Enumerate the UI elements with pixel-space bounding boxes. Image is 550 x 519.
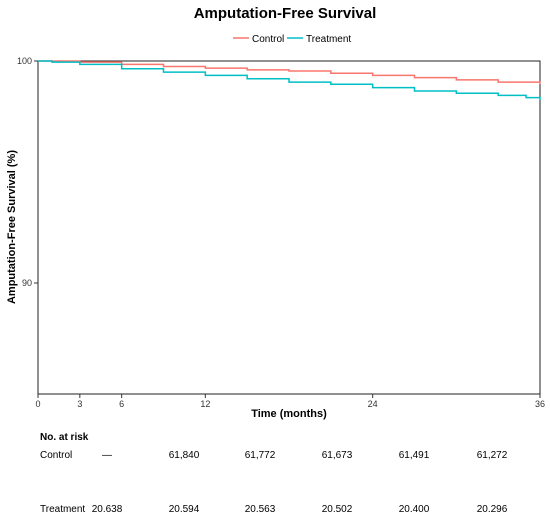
risk-value: 20.638 bbox=[92, 504, 123, 515]
series-line-treatment bbox=[38, 60, 541, 100]
risk-value: 61,772 bbox=[245, 450, 276, 461]
risk-value: 20.400 bbox=[399, 504, 430, 515]
x-tick-label: 36 bbox=[535, 399, 545, 409]
risk-table-heading: No. at risk bbox=[40, 432, 89, 443]
y-axis-title: Amputation-Free Survival (%) bbox=[6, 150, 18, 304]
risk-value: 61,673 bbox=[322, 450, 353, 461]
risk-value: 61,491 bbox=[399, 450, 430, 461]
x-tick-label: 12 bbox=[200, 399, 210, 409]
x-tick-label: 0 bbox=[35, 399, 40, 409]
chart-title: Amputation-Free Survival bbox=[194, 5, 377, 22]
x-tick-label: 24 bbox=[368, 399, 378, 409]
legend: Control Treatment bbox=[233, 34, 351, 45]
x-axis-title: Time (months) bbox=[251, 408, 327, 420]
risk-value: 61,840 bbox=[169, 450, 200, 461]
risk-value: 20.594 bbox=[169, 504, 200, 515]
x-tick-label: 6 bbox=[119, 399, 124, 409]
risk-value: 20.502 bbox=[322, 504, 353, 515]
risk-value: 20.563 bbox=[245, 504, 276, 515]
risk-table: No. at risk Control Treatment — 61,840 61,… bbox=[40, 432, 508, 515]
legend-label-control: Control bbox=[252, 34, 284, 45]
risk-value: 20.296 bbox=[477, 504, 508, 515]
series-line-control bbox=[38, 60, 541, 85]
plot-frame bbox=[37, 60, 541, 395]
risk-value: 61,272 bbox=[477, 450, 508, 461]
legend-label-treatment: Treatment bbox=[306, 34, 351, 45]
risk-value: — bbox=[102, 450, 112, 461]
risk-values: — 61,840 61,772 61,673 61,491 61,272 20.638 20.… bbox=[92, 450, 508, 515]
risk-row-label-control: Control bbox=[40, 450, 72, 461]
x-tick-label: 3 bbox=[77, 399, 82, 409]
y-tick-label: 100 bbox=[17, 56, 32, 66]
y-tick-label: 90 bbox=[22, 278, 32, 288]
series-lines bbox=[38, 60, 541, 100]
risk-row-label-treatment: Treatment bbox=[40, 504, 85, 515]
